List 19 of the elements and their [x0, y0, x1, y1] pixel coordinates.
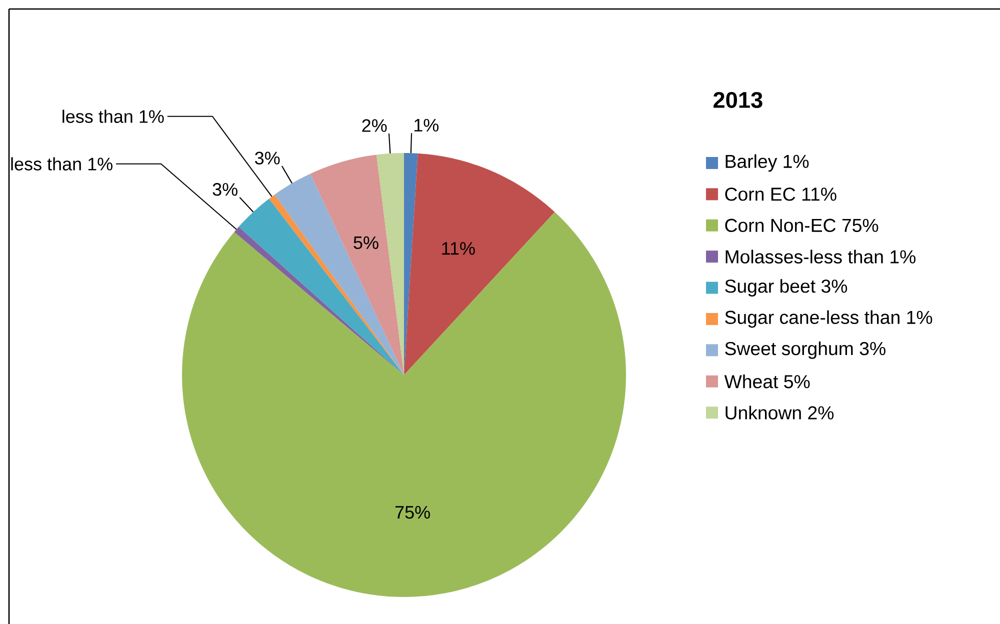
legend-title: 2013	[714, 92, 762, 108]
legend-label: Corn Non-EC 75%	[725, 218, 878, 232]
legend-label: Wheat 5%	[724, 374, 810, 388]
data-label: 2%	[362, 119, 387, 132]
data-label: 1%	[414, 118, 439, 132]
data-label: less than 1%	[62, 110, 164, 123]
data-label: 3%	[255, 152, 280, 164]
data-label: 75%	[395, 506, 430, 519]
legend-label: Molasses-less than 1%	[726, 250, 916, 264]
data-label: 3%	[212, 183, 238, 196]
data-label: 11%	[442, 242, 475, 255]
legend-label: Sugar cane-less than 1%	[725, 310, 932, 328]
legend-label: Corn EC 11%	[725, 188, 836, 201]
legend-label: Barley 1%	[726, 154, 809, 172]
legend-label: Sweet sorghum 3%	[725, 341, 886, 359]
legend-label: Unknown 2%	[726, 406, 834, 420]
legend-label: Sugar beet 3%	[725, 279, 848, 296]
data-label: 5%	[354, 236, 378, 250]
data-label: less than 1%	[11, 157, 112, 170]
